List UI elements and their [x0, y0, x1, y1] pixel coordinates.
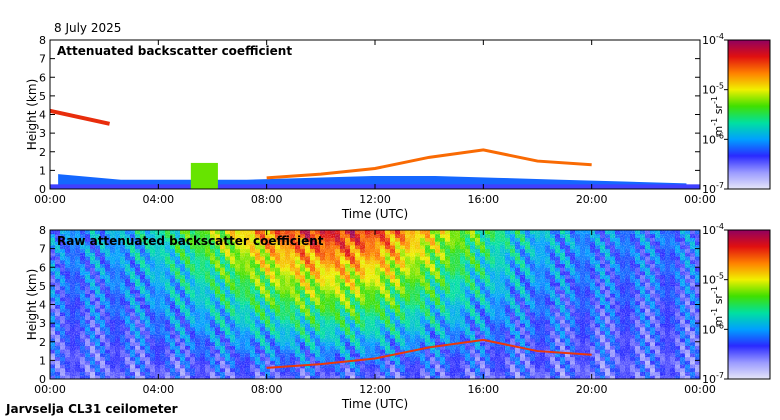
y-tick-label: 2 — [39, 146, 46, 159]
y-tick-label: 3 — [39, 317, 46, 330]
noise-speckle — [50, 230, 700, 379]
panel-title: Raw attenuated backscatter coefficient — [57, 234, 324, 248]
y-tick-label: 6 — [39, 261, 46, 274]
plot-area — [50, 40, 700, 189]
x-tick-label: 12:00 — [359, 383, 391, 396]
colorbar-tick-label: 10-7 — [702, 371, 724, 386]
y-tick-label: 7 — [39, 243, 46, 256]
colorbar-ramp — [727, 229, 771, 380]
colorbar-tick-label: 10-7 — [702, 181, 724, 196]
y-tick-label: 7 — [39, 53, 46, 66]
x-tick-label: 00:00 — [34, 193, 66, 206]
x-axis-label: Time (UTC) — [341, 397, 408, 411]
panel-title: Attenuated backscatter coefficient — [57, 44, 292, 58]
x-tick-label: 04:00 — [142, 383, 174, 396]
colorbar: 10-4 10-5 10-6 10-7 m-1 sr-1 — [702, 222, 771, 386]
raw-elevated-layer — [266, 338, 592, 369]
y-tick-label: 5 — [39, 90, 46, 103]
y-tick-label: 3 — [39, 127, 46, 140]
colorbar: 10-4 10-5 10-6 10-7 m-1 sr-1 — [702, 32, 771, 196]
y-axis-label: Height (km) — [25, 79, 39, 150]
colorbar-tick-label: 10-4 — [702, 32, 724, 47]
x-tick-label: 20:00 — [576, 193, 608, 206]
x-tick-label: 00:00 — [684, 193, 716, 206]
colorbar-tick-label: 10-6 — [702, 131, 724, 146]
y-axis-label: Height (km) — [25, 269, 39, 340]
y-tick-label: 6 — [39, 71, 46, 84]
y-tick-label: 2 — [39, 336, 46, 349]
colorbar-label: m-1 sr-1 — [710, 96, 725, 136]
y-tick-label: 0 — [39, 373, 46, 386]
y-tick-label: 8 — [39, 224, 46, 237]
panel-1: 0 1 2 3 4 5 6 7 8 00:00 04:00 08:00 12:00 16:00 20:00 0… — [25, 32, 771, 221]
x-tick-label: 00:00 — [684, 383, 716, 396]
colorbar-tick-label: 10-5 — [702, 82, 724, 97]
instrument-label: Jarvselja CL31 ceilometer — [6, 402, 178, 416]
x-tick-label: 16:00 — [467, 193, 499, 206]
colorbar-ramp — [727, 39, 771, 190]
colorbar-tick-label: 10-4 — [702, 222, 724, 237]
x-tick-label: 00:00 — [34, 383, 66, 396]
early-cloud — [49, 108, 111, 126]
elevated-layer — [266, 148, 592, 180]
x-axis-label: Time (UTC) — [341, 207, 408, 221]
y-tick-label: 1 — [39, 164, 46, 177]
y-tick-label: 4 — [39, 299, 46, 312]
y-tick-label: 5 — [39, 280, 46, 293]
x-tick-label: 16:00 — [467, 383, 499, 396]
x-tick-label: 04:00 — [142, 193, 174, 206]
x-tick-label: 12:00 — [359, 193, 391, 206]
colorbar-tick-label: 10-6 — [702, 321, 724, 336]
colorbar-label: m-1 sr-1 — [710, 286, 725, 326]
y-tick-label: 4 — [39, 109, 46, 122]
y-tick-label: 8 — [39, 34, 46, 47]
panel-2: 0 1 2 3 4 5 6 7 8 00:00 04:00 08:00 12:00 16:00 20:00 0… — [25, 222, 771, 411]
fog-column — [190, 162, 218, 189]
date-label: 8 July 2025 — [54, 21, 122, 35]
x-tick-label: 08:00 — [251, 193, 283, 206]
colorbar-tick-label: 10-5 — [702, 272, 724, 287]
y-tick-label: 1 — [39, 354, 46, 367]
y-tick-label: 0 — [39, 183, 46, 196]
x-tick-label: 08:00 — [251, 383, 283, 396]
x-tick-label: 20:00 — [576, 383, 608, 396]
